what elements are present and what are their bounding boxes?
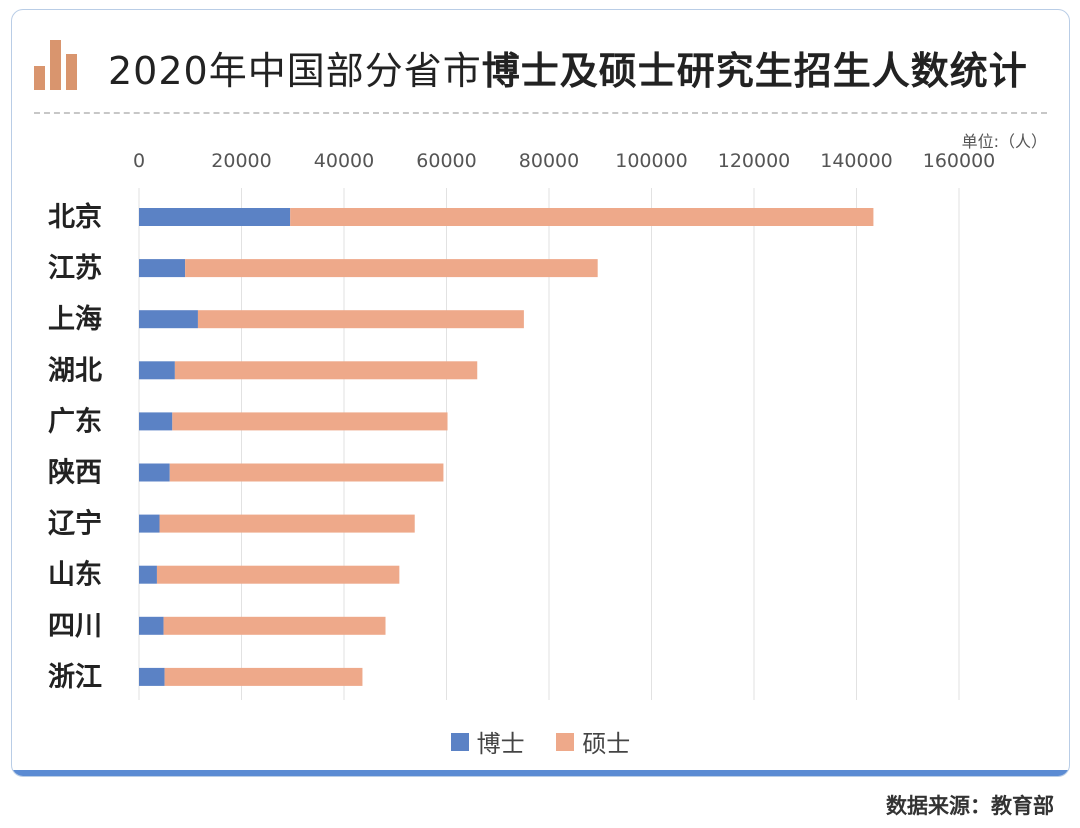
bar-master <box>174 361 478 380</box>
category-label: 北京 <box>48 201 102 233</box>
title-bold: 博士及硕士研究生招生人数统计 <box>481 49 1028 93</box>
x-tick-label: 100000 <box>615 150 688 172</box>
x-tick-label: 140000 <box>820 150 893 172</box>
category-label: 湖北 <box>48 355 102 386</box>
bar-phd <box>139 259 186 278</box>
bar-master <box>197 310 524 329</box>
bar-phd <box>139 412 173 431</box>
x-tick-label: 160000 <box>923 150 996 172</box>
title-normal: 2020年中国部分省市 <box>108 49 482 93</box>
title-divider <box>34 112 1047 114</box>
legend-swatch-master <box>556 732 575 751</box>
bar-master <box>290 208 874 226</box>
bar-chart: 0 20000 40000 60000 80000 100000 120000 140000 1… <box>48 150 996 700</box>
legend-swatch-phd <box>450 732 469 751</box>
bar-phd <box>139 310 198 329</box>
bar-master <box>185 259 598 278</box>
bar-phd <box>139 514 160 533</box>
bar-master <box>159 514 415 533</box>
bar-phd <box>139 565 157 584</box>
bar-master <box>172 412 448 431</box>
chart-card: 2020年中国部分省市博士及硕士研究生招生人数统计 单位:（人） 0 20000 4… <box>11 9 1070 777</box>
bar-master <box>156 565 400 584</box>
bar-phd <box>139 616 164 635</box>
category-label: 江苏 <box>48 253 102 284</box>
unit-label: 单位:（人） <box>961 132 1047 151</box>
title-row: 2020年中国部分省市博士及硕士研究生招生人数统计 <box>12 10 1069 110</box>
bar-master <box>163 616 386 635</box>
card-bottom-bar <box>12 770 1069 776</box>
legend-item-phd: 博士 <box>450 724 525 759</box>
x-tick-label: 120000 <box>718 150 791 172</box>
category-label: 山东 <box>48 559 102 591</box>
bar-phd <box>139 361 175 380</box>
category-label: 辽宁 <box>48 508 102 540</box>
x-tick-label: 60000 <box>416 150 476 172</box>
bar-master <box>169 463 444 482</box>
legend-label-phd: 博士 <box>476 730 525 758</box>
category-label: 广东 <box>48 405 102 437</box>
source-label: 数据来源：教育部 <box>886 794 1054 818</box>
x-tick-label: 40000 <box>314 150 374 172</box>
legend-item-master: 硕士 <box>556 724 630 759</box>
category-label: 四川 <box>48 611 102 642</box>
x-tick-label: 0 <box>133 150 145 172</box>
bar-master <box>164 667 363 686</box>
bar-phd <box>139 667 165 686</box>
category-label: 陕西 <box>48 458 102 489</box>
legend: 博士 硕士 <box>12 724 1069 759</box>
bar-chart-icon <box>34 40 77 90</box>
x-tick-label: 20000 <box>211 150 271 172</box>
legend-label-master: 硕士 <box>582 730 631 758</box>
bar-phd <box>139 208 291 226</box>
category-label: 浙江 <box>48 662 102 693</box>
chart-title: 2020年中国部分省市博士及硕士研究生招生人数统计 <box>108 40 1028 95</box>
bar-phd <box>139 463 170 482</box>
x-tick-label: 80000 <box>519 150 579 172</box>
category-label: 上海 <box>48 304 102 335</box>
